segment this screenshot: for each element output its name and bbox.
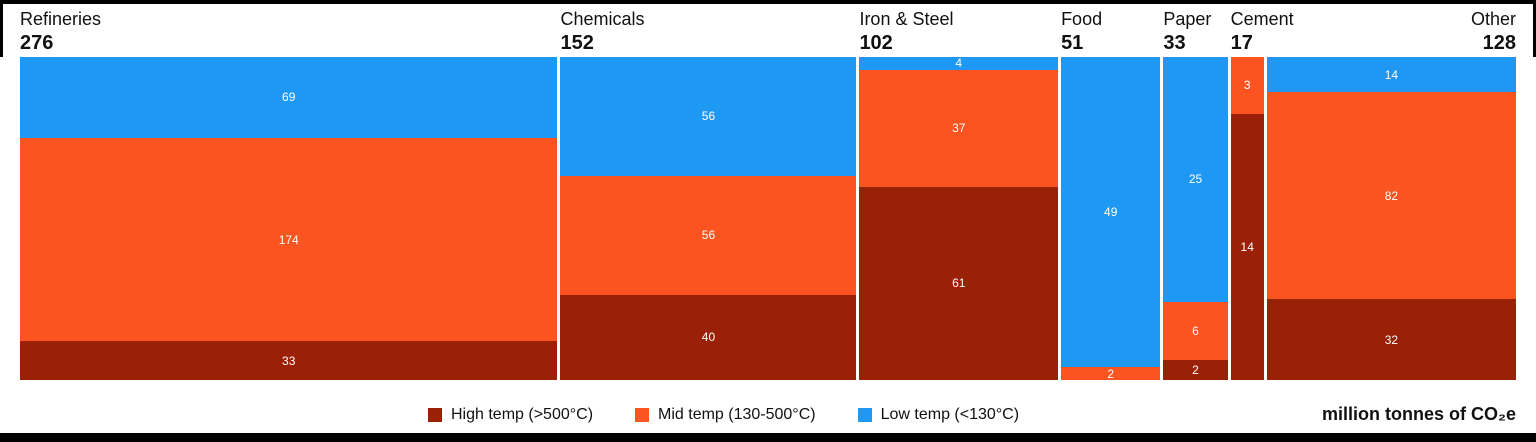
column-total: 33 [1163, 32, 1186, 54]
column-name: Chemicals [560, 9, 645, 29]
legend-label: Mid temp (130-500°C) [658, 406, 816, 423]
column-cement: Cement 17 3 14 [1230, 4, 1294, 380]
segment-low-iron-steel: 4 [859, 56, 1059, 71]
column-bars: 25 6 2 [1163, 57, 1228, 380]
high-temp-swatch-icon [428, 408, 442, 422]
column-header: Chemicals 152 [560, 4, 856, 57]
segment-low-food: 49 [1061, 57, 1161, 368]
column-name: Paper [1163, 9, 1212, 29]
column-name: Other [1470, 9, 1516, 29]
segment-mid-paper: 6 [1163, 301, 1228, 361]
column-name: Refineries [20, 9, 102, 29]
segment-value: 25 [1188, 172, 1203, 187]
left-border-notch [0, 0, 3, 57]
column-name: Cement [1230, 9, 1294, 29]
column-food: Food 51 49 2 [1061, 4, 1161, 381]
column-header: Paper 33 [1163, 4, 1227, 57]
column-header: Cement 17 [1230, 4, 1294, 57]
legend-item-low-temp: Low temp (<130°C) [857, 406, 1020, 424]
segment-high-refineries: 33 [20, 341, 558, 380]
segment-value: 49 [1104, 205, 1118, 220]
column-refineries: Refineries 276 69 174 33 [20, 4, 558, 380]
chart-legend: High temp (>500°C) Mid temp (130-500°C) … [428, 406, 1019, 424]
segment-value: 2 [1192, 363, 1199, 378]
segment-value: 6 [1192, 324, 1199, 339]
column-paper: Paper 33 25 6 2 [1163, 4, 1228, 380]
marimekko-chart: Refineries 276 69 174 33 Chemicals 152 56 56 40 Ir… [20, 4, 1516, 380]
segment-value: 56 [701, 228, 716, 243]
column-bars: 4 37 61 [859, 56, 1059, 380]
mid-temp-swatch-icon [635, 408, 650, 422]
segment-mid-refineries: 174 [20, 137, 558, 342]
segment-value: 32 [1384, 332, 1399, 347]
column-chemicals: Chemicals 152 56 56 40 [560, 4, 857, 380]
column-bars: 14 82 32 [1266, 57, 1516, 380]
column-name: Food [1061, 9, 1103, 29]
column-header: Food 51 [1061, 4, 1160, 57]
column-bars: 49 2 [1061, 57, 1161, 381]
column-bars: 69 174 33 [20, 57, 558, 380]
legend-item-mid-temp: Mid temp (130-500°C) [635, 406, 816, 424]
segment-mid-iron-steel: 37 [859, 69, 1059, 187]
right-border-notch [1533, 0, 1536, 57]
column-iron-steel: Iron & Steel 102 4 37 61 [859, 4, 1059, 380]
low-temp-swatch-icon [857, 408, 872, 422]
column-total: 17 [1230, 32, 1253, 54]
segment-value: 33 [282, 353, 296, 368]
segment-value: 69 [282, 90, 296, 105]
segment-low-refineries: 69 [20, 57, 558, 138]
legend-label: High temp (>500°C) [451, 406, 594, 423]
column-total: 51 [1061, 32, 1084, 54]
segment-value: 56 [701, 109, 716, 124]
segment-value: 4 [955, 56, 963, 71]
segment-mid-food: 2 [1061, 366, 1161, 381]
segment-value: 3 [1243, 78, 1251, 93]
segment-low-paper: 25 [1163, 57, 1228, 302]
segment-low-other: 14 [1266, 57, 1516, 93]
column-total: 102 [859, 32, 893, 54]
segment-value: 40 [701, 330, 716, 345]
column-total: 276 [20, 32, 54, 54]
column-header: Refineries 276 [20, 4, 557, 57]
column-name: Iron & Steel [859, 9, 954, 29]
segment-high-chemicals: 40 [560, 294, 857, 380]
column-total: 152 [560, 32, 594, 54]
legend-label: Low temp (<130°C) [880, 406, 1020, 423]
legend-item-high-temp: High temp (>500°C) [428, 406, 593, 424]
segment-value: 2 [1107, 366, 1115, 381]
segment-value: 14 [1240, 239, 1254, 254]
unit-label: million tonnes of CO₂e [1321, 404, 1516, 424]
segment-high-cement: 14 [1230, 113, 1264, 380]
segment-mid-other: 82 [1266, 92, 1516, 300]
column-other: Other 128 14 82 32 [1266, 4, 1516, 380]
column-bars: 56 56 40 [560, 57, 857, 380]
segment-high-paper: 2 [1163, 360, 1228, 380]
column-total: 128 [1482, 32, 1516, 54]
segment-value: 174 [278, 232, 299, 247]
column-header: Other 128 [1267, 4, 1516, 57]
segment-mid-cement: 3 [1230, 57, 1264, 114]
segment-mid-chemicals: 56 [560, 175, 857, 295]
column-bars: 3 14 [1230, 57, 1264, 380]
segment-low-chemicals: 56 [560, 57, 857, 176]
segment-value: 14 [1384, 67, 1399, 82]
segment-value: 82 [1384, 188, 1399, 203]
column-header: Iron & Steel 102 [859, 4, 1058, 57]
segment-high-iron-steel: 61 [859, 186, 1059, 380]
segment-value: 37 [952, 121, 966, 136]
bottom-border [0, 433, 1536, 442]
top-border [0, 0, 1536, 4]
segment-high-other: 32 [1266, 299, 1516, 380]
segment-value: 61 [952, 276, 966, 291]
